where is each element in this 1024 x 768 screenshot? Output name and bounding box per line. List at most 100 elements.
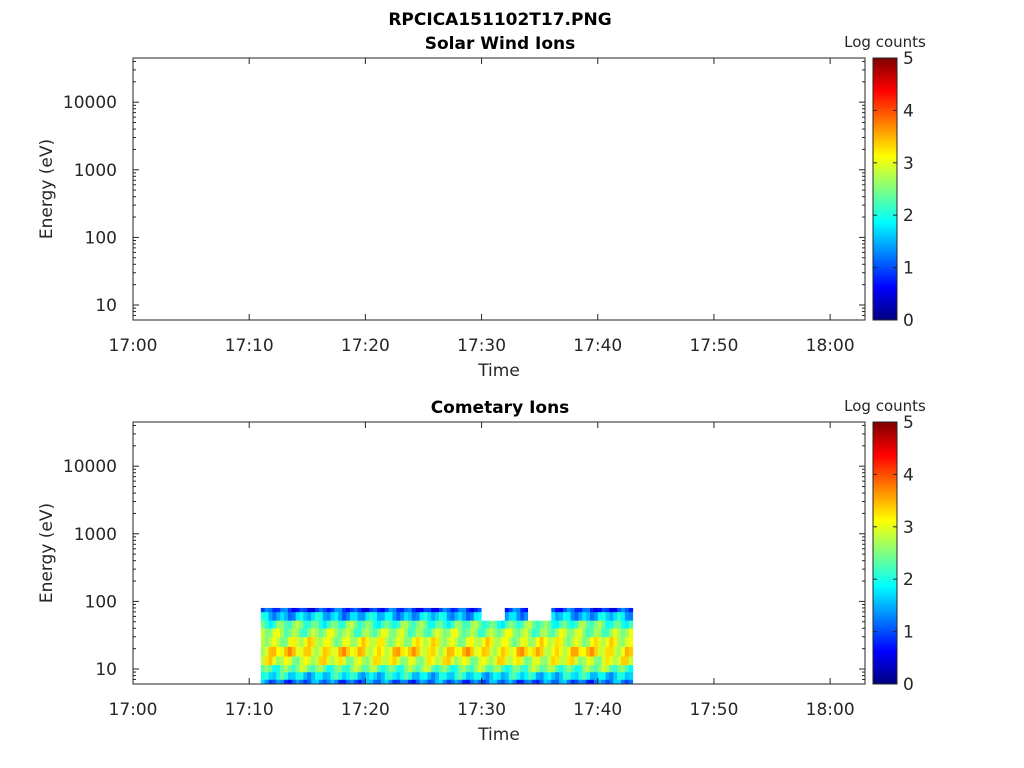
spectrogram-cell — [628, 646, 634, 658]
spectrogram-cell — [311, 637, 316, 648]
spectrogram-cell — [361, 646, 366, 658]
spectrogram-cell — [334, 656, 339, 666]
spectrogram-cell — [477, 628, 483, 638]
spectrogram-cell — [346, 646, 351, 658]
spectrogram-cell — [380, 628, 386, 638]
spectrogram-cell — [400, 672, 405, 681]
spectrogram-cell — [586, 679, 591, 685]
spectrogram-cell — [307, 612, 312, 622]
y-tick-label: 1000 — [74, 161, 117, 181]
spectrogram-cell — [280, 672, 285, 681]
spectrogram-cell — [373, 612, 378, 622]
spectrogram-cell — [373, 620, 378, 630]
spectrogram-cell — [303, 612, 308, 622]
spectrogram-cell — [338, 637, 343, 648]
x-tick-label: 18:00 — [806, 336, 855, 356]
spectrogram-cell — [342, 637, 347, 648]
spectrogram-cell — [435, 628, 440, 638]
spectrogram-cell — [512, 637, 517, 648]
plot-frame — [132, 421, 866, 685]
spectrogram-cell — [264, 646, 270, 658]
spectrogram-cell — [617, 628, 622, 638]
spectrogram-cell — [586, 656, 591, 666]
colorbar-tick-label: 3 — [903, 154, 914, 174]
spectrogram-cell — [311, 628, 316, 638]
spectrogram-cell — [326, 607, 332, 613]
spectrogram-cell — [609, 672, 614, 681]
spectrogram-cell — [489, 665, 494, 673]
spectrogram-cell — [493, 656, 498, 666]
spectrogram-cell — [291, 612, 297, 622]
spectrogram-cell — [407, 607, 413, 613]
spectrogram-cell — [307, 628, 312, 638]
spectrogram-cell — [454, 628, 459, 638]
spectrogram-cell — [582, 620, 587, 630]
spectrogram-cell — [334, 607, 339, 613]
spectrogram-cell — [392, 620, 397, 630]
spectrogram-cell — [264, 679, 270, 685]
spectrogram-cell — [446, 628, 452, 638]
spectrogram-cell — [613, 612, 618, 622]
spectrogram-cell — [334, 672, 339, 681]
spectrogram-cell — [315, 679, 320, 685]
spectrogram-cell — [516, 672, 521, 681]
spectrogram-cell — [431, 646, 436, 658]
spectrogram-cell — [311, 656, 316, 666]
spectrogram-cell — [315, 672, 320, 681]
spectrogram-cell — [404, 607, 409, 613]
spectrogram-cell — [613, 672, 618, 681]
spectrogram-cell — [268, 637, 273, 648]
spectrogram-cell — [466, 672, 471, 681]
spectrogram-cell — [469, 672, 475, 681]
spectrogram-cell — [516, 620, 521, 630]
spectrogram-cell — [466, 607, 471, 613]
spectrogram-cell — [508, 646, 514, 658]
spectrogram-cell — [419, 620, 424, 630]
spectrogram-cell — [404, 646, 409, 658]
spectrogram-cell — [524, 646, 529, 658]
spectrogram-cell — [272, 672, 277, 681]
spectrogram-cell — [559, 607, 564, 613]
spectrogram-cell — [419, 607, 424, 613]
spectrogram-cell — [504, 607, 510, 613]
spectrogram-cell — [551, 646, 556, 658]
colorbar-tick-label: 1 — [903, 259, 914, 279]
spectrogram-cell — [590, 620, 595, 630]
spectrogram-cell — [485, 620, 490, 630]
colorbar-label: Log counts — [844, 397, 926, 415]
spectrogram-cell — [291, 637, 297, 648]
spectrogram-cell — [466, 665, 471, 673]
spectrogram-cell — [582, 665, 587, 673]
spectrogram-cell — [357, 637, 362, 648]
spectrogram-cell — [373, 637, 378, 648]
spectrogram-cell — [489, 628, 494, 638]
spectrogram-cell — [346, 656, 351, 666]
spectrogram-cell — [500, 679, 506, 685]
spectrogram-cell — [473, 612, 479, 622]
spectrogram-cell — [543, 628, 548, 638]
spectrogram-cell — [535, 607, 541, 613]
spectrogram-cell — [353, 628, 359, 638]
spectrogram-cell — [508, 620, 514, 630]
spectrogram-cell — [295, 665, 301, 673]
spectrogram-cell — [334, 679, 339, 685]
spectrogram-cell — [377, 620, 382, 630]
spectrogram-cell — [574, 679, 579, 685]
spectrogram-cell — [384, 612, 390, 622]
spectrogram-cell — [299, 672, 304, 681]
spectrogram-cell — [377, 656, 382, 666]
spectrogram-cell — [551, 679, 556, 685]
spectrogram-cell — [539, 656, 545, 666]
spectrogram-cell — [520, 637, 525, 648]
spectrogram-cell — [446, 679, 452, 685]
spectrogram-cell — [547, 620, 552, 630]
spectrogram-cell — [287, 620, 293, 630]
spectrogram-cell — [291, 646, 297, 658]
spectrogram-cell — [415, 665, 421, 673]
spectrogram-cell — [260, 620, 266, 630]
spectrogram-cell — [586, 628, 591, 638]
spectrogram-cell — [291, 679, 297, 685]
spectrogram-cell — [450, 607, 455, 613]
spectrogram-cell — [559, 679, 564, 685]
spectrogram-cell — [400, 620, 405, 630]
